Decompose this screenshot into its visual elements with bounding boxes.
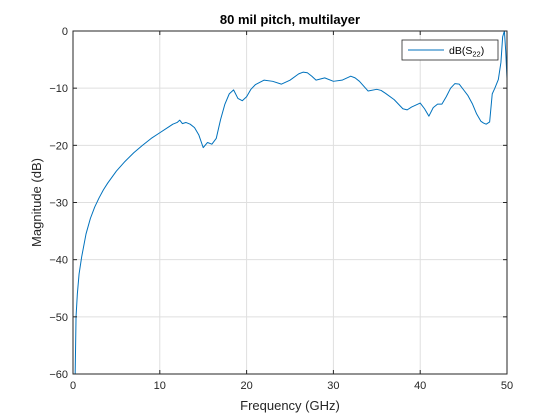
x-axis-label: Frequency (GHz) — [240, 398, 340, 413]
y-tick-label: −50 — [49, 312, 68, 324]
chart-title: 80 mil pitch, multilayer — [220, 12, 360, 27]
legend: dB(S22) — [401, 39, 499, 61]
legend-label-close: ) — [481, 45, 485, 57]
x-tick-label: 10 — [154, 380, 166, 392]
x-tick-label: 30 — [327, 380, 339, 392]
y-tick-label: −40 — [49, 255, 68, 267]
y-tick-label: −30 — [49, 198, 68, 210]
grid — [73, 31, 507, 374]
legend-label-subscript: 22 — [472, 50, 480, 59]
legend-entry-label: dB(S22) — [449, 45, 484, 59]
x-tick-label: 0 — [70, 380, 76, 392]
y-tick-label: −20 — [49, 140, 68, 152]
y-axis-label: Magnitude (dB) — [29, 158, 44, 247]
series-line — [74, 30, 508, 375]
x-tick-label: 50 — [501, 380, 513, 392]
y-tick-label: −10 — [49, 83, 68, 95]
legend-box — [401, 39, 499, 61]
x-axis-ticks: 0 10 20 30 40 50 — [70, 31, 513, 392]
x-tick-label: 40 — [414, 380, 426, 392]
legend-label-base: dB(S — [449, 45, 472, 57]
y-tick-label: −60 — [49, 369, 68, 381]
x-tick-label: 20 — [240, 380, 252, 392]
y-axis-ticks: 0 −10 −20 −30 −40 −50 −60 — [49, 26, 507, 381]
y-tick-label: 0 — [62, 26, 68, 38]
series-layer — [74, 30, 508, 375]
